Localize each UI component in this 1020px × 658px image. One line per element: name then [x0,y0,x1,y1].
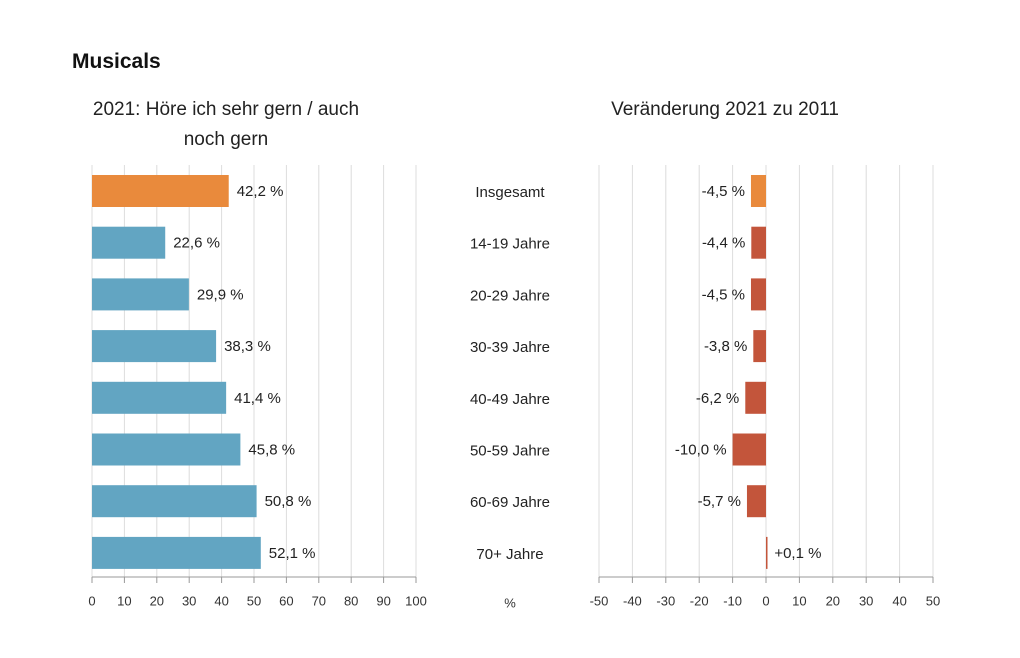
x-tick-label: -20 [690,593,709,608]
x-tick-label: -50 [590,593,609,608]
bar [92,175,229,207]
x-tick-label: 0 [88,593,95,608]
x-tick-label: 100 [405,593,427,608]
x-tick-label: 90 [376,593,390,608]
x-tick-label: 10 [117,593,131,608]
x-tick-label: -40 [623,593,642,608]
category-label: 30-39 Jahre [470,339,550,356]
value-label: 41,4 % [234,390,281,407]
bar [92,536,261,569]
category-label: 14-19 Jahre [470,236,550,253]
bar [766,536,768,569]
bar [750,278,766,311]
bar [92,330,217,363]
category-label: 40-49 Jahre [470,391,550,408]
x-tick-label: 40 [892,593,906,608]
value-label: 42,2 % [237,183,284,200]
bar [92,381,227,414]
category-label: 70+ Jahre [476,546,543,563]
bar [745,381,766,414]
x-tick-label: 80 [344,593,358,608]
bar [746,485,766,518]
bar [92,226,166,259]
bar [92,433,241,466]
value-label: -4,5 % [702,286,745,303]
x-tick-label: 30 [182,593,196,608]
x-tick-label: 10 [792,593,806,608]
value-label: -5,7 % [698,493,741,510]
value-label: -10,0 % [675,441,727,458]
value-label: -3,8 % [704,338,747,355]
page-title: Musicals [72,50,161,73]
x-tick-label: 0 [762,593,769,608]
x-tick-label: 60 [279,593,293,608]
value-label: 45,8 % [248,441,295,458]
x-tick-label: 70 [312,593,326,608]
x-tick-label: 40 [214,593,228,608]
bar [750,175,766,207]
category-label: 50-59 Jahre [470,442,550,459]
category-label: Insgesamt [475,184,545,201]
chart-title: 2021: Höre ich sehr gern / auch noch ger… [92,99,360,150]
value-label: -6,2 % [696,390,739,407]
x-tick-label: 50 [247,593,261,608]
value-label: 50,8 % [265,493,312,510]
value-label: 29,9 % [197,286,244,303]
value-label: 52,1 % [269,545,316,562]
bar [732,433,766,466]
value-label: 22,6 % [173,235,220,252]
value-label: +0,1 % [774,545,821,562]
bar [92,485,257,518]
x-tick-label: 20 [150,593,164,608]
x-tick-label: 50 [926,593,940,608]
x-tick-label: -30 [656,593,675,608]
bar [751,226,766,259]
chart-title: Veränderung 2021 zu 2011 [611,99,839,120]
value-label: 38,3 % [224,338,271,355]
x-tick-label: 30 [859,593,873,608]
x-tick-label: -10 [723,593,742,608]
value-label: -4,4 % [702,235,745,252]
bar [753,330,766,363]
unit-label: % [504,595,516,610]
category-label: 20-29 Jahre [470,287,550,304]
value-label: -4,5 % [702,183,745,200]
bar [92,278,189,311]
x-tick-label: 20 [826,593,840,608]
category-label: 60-69 Jahre [470,494,550,511]
